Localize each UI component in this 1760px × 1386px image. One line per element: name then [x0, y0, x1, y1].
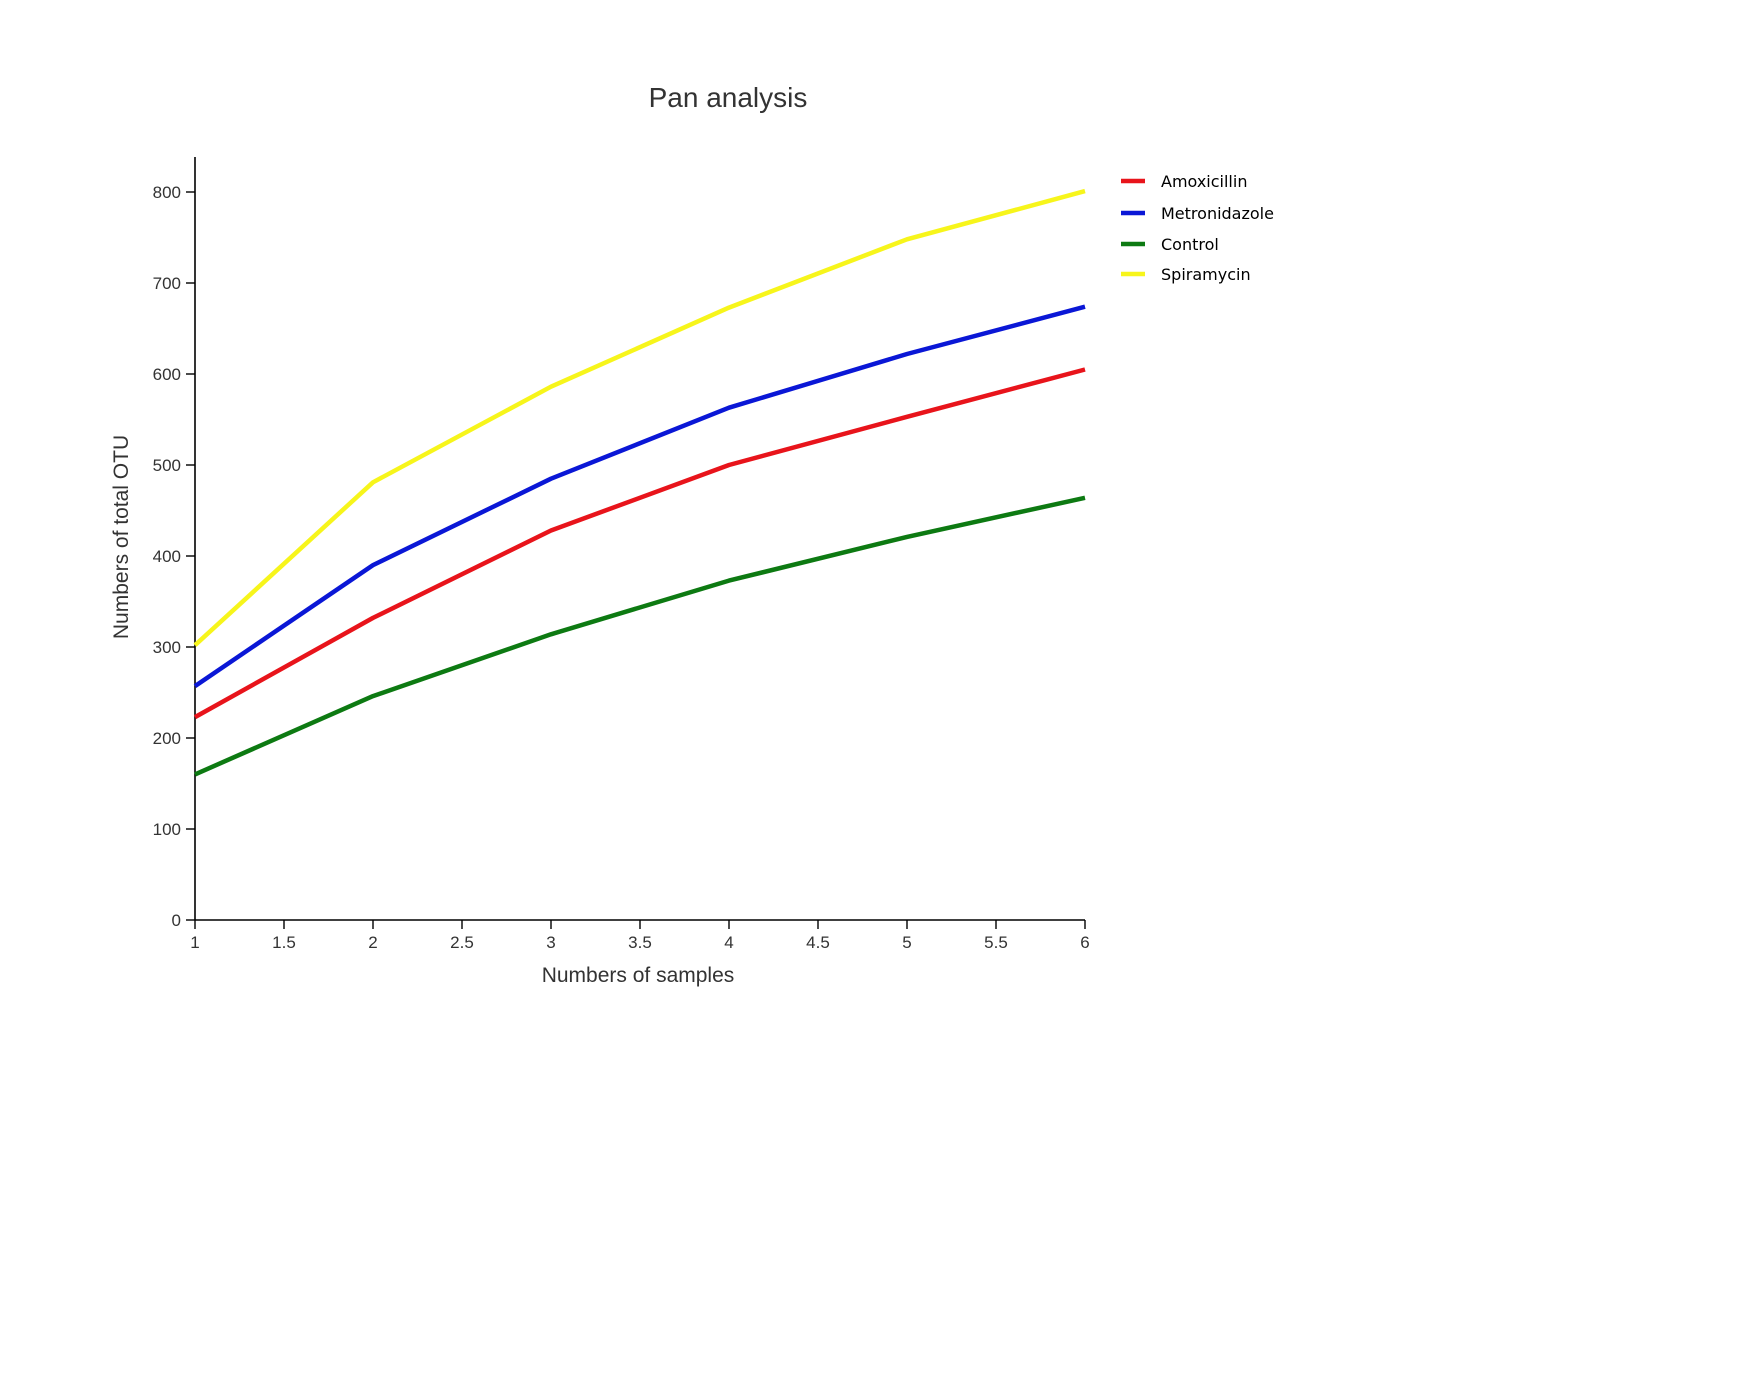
legend: Amoxicillin Metronidazole Control Spiramyci…: [1121, 172, 1274, 284]
y-tick-label: 0: [172, 911, 181, 930]
y-tick-label: 600: [153, 365, 181, 384]
legend-label-metronidazole: Metronidazole: [1161, 204, 1274, 223]
y-tick-label: 100: [153, 820, 181, 839]
series-line-amoxicillin: [193, 367, 1086, 720]
y-tick-label: 200: [153, 729, 181, 748]
series-line-control: [194, 495, 1086, 777]
series-line-spiramycin: [193, 188, 1086, 647]
y-tick-label: 300: [153, 638, 181, 657]
series-layer: [193, 188, 1086, 777]
legend-label-amoxicillin: Amoxicillin: [1161, 172, 1247, 191]
y-tick-label: 500: [153, 456, 181, 475]
x-tick-label: 1.5: [272, 933, 296, 952]
x-tick-label: 2.5: [450, 933, 474, 952]
legend-label-control: Control: [1161, 235, 1219, 254]
x-tick-label: 4: [724, 933, 733, 952]
y-axis: 0 100 200 300 400 500 600 700 800: [153, 157, 196, 930]
x-tick-label: 3.5: [628, 933, 652, 952]
x-tick-label: 3: [546, 933, 555, 952]
x-tick-label: 1: [190, 933, 199, 952]
x-tick-label: 4.5: [806, 933, 830, 952]
y-tick-label: 800: [153, 183, 181, 202]
y-axis-title: Numbers of total OTU: [110, 435, 133, 639]
y-tick-label: 400: [153, 547, 181, 566]
x-axis: 1 1.5 2 2.5 3 3.5 4 4.5 5 5.5 6: [190, 919, 1090, 952]
x-tick-label: 5: [902, 933, 911, 952]
x-tick-label: 2: [368, 933, 377, 952]
y-tick-label: 700: [153, 274, 181, 293]
legend-label-spiramycin: Spiramycin: [1161, 265, 1251, 284]
series-line-metronidazole: [193, 304, 1086, 688]
chart-title: Pan analysis: [649, 82, 808, 113]
x-tick-label: 6: [1080, 933, 1089, 952]
x-axis-title: Numbers of samples: [542, 964, 735, 987]
x-tick-label: 5.5: [984, 933, 1008, 952]
